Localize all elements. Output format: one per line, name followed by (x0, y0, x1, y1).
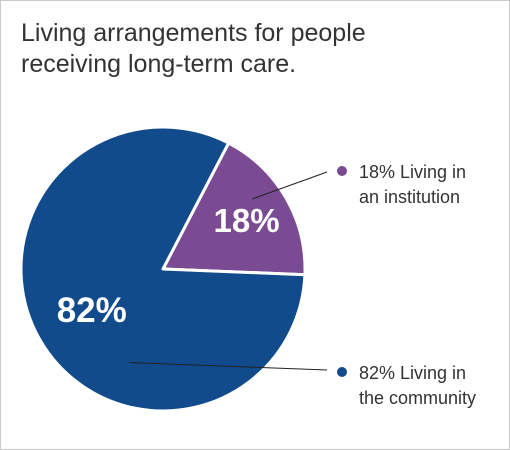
legend-text-living-in-an-institution-line-2: an institution (359, 187, 460, 207)
legend-text-living-in-the-community-line-1: 82% Living in (359, 363, 466, 383)
legend-text-living-in-an-institution-line-1: 18% Living in (359, 162, 466, 182)
slice-percent-label-living-in-an-institution: 18% (214, 202, 280, 239)
chart-title-line-2: receiving long-term care. (21, 50, 297, 78)
chart-title: Living arrangements for people receiving… (21, 18, 491, 80)
legend-dot-living-in-the-community (337, 367, 347, 377)
chart-title-line-1: Living arrangements for people (21, 19, 366, 47)
slice-percent-label-living-in-the-community: 82% (57, 291, 127, 330)
leader-line-living-in-an-institution (252, 171, 328, 200)
pie-slice-living-in-the-community (19, 125, 307, 413)
legend-text-living-in-the-community-line-2: the community (359, 388, 476, 408)
leader-line-living-in-the-community (129, 361, 328, 371)
pie-slice-living-in-an-institution (161, 141, 307, 277)
legend-dot-living-in-an-institution (337, 166, 347, 176)
